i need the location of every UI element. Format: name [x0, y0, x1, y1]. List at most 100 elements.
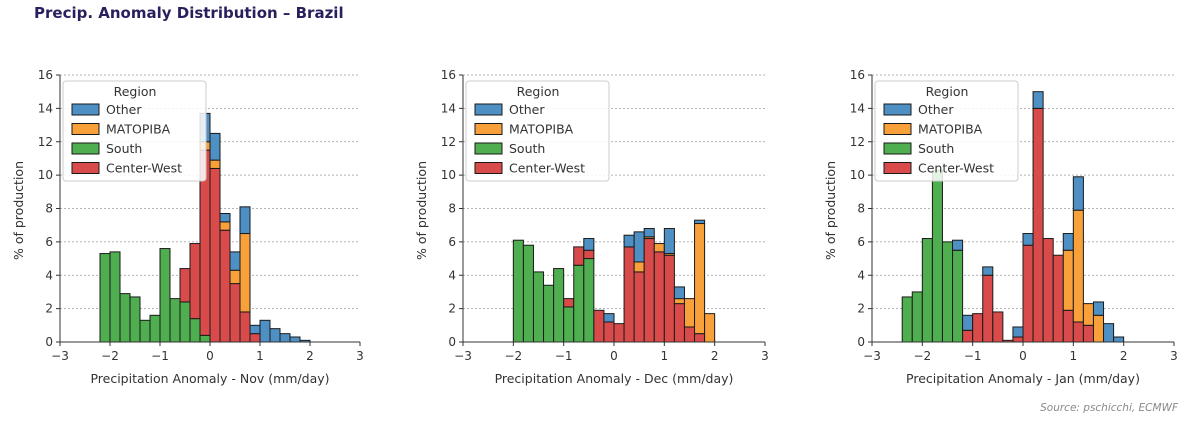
y-tick-label: 0	[45, 335, 53, 349]
x-tick-label: 3	[761, 349, 769, 363]
bar-center-west	[972, 313, 984, 343]
bar-other	[603, 313, 615, 323]
bar-center-west	[694, 333, 706, 343]
legend-title: Region	[517, 84, 560, 99]
bar-center-west	[1072, 321, 1084, 343]
bar-south	[931, 169, 943, 343]
bar-south	[179, 301, 191, 343]
bar-south	[169, 298, 181, 343]
bar-south	[199, 334, 211, 343]
legend-label: MATOPIBA	[106, 122, 171, 137]
x-tick-label: −2	[504, 349, 522, 363]
bar-matopiba	[704, 313, 716, 343]
bar-other	[694, 219, 706, 225]
legend-swatch	[71, 142, 100, 155]
x-tick-label: −2	[101, 349, 119, 363]
bar-south	[543, 284, 555, 343]
legend-label: Center-West	[106, 161, 182, 176]
bar-center-west	[189, 243, 201, 320]
x-tick-label: 0	[610, 349, 618, 363]
bar-south	[189, 318, 201, 343]
bar-matopiba	[683, 298, 696, 328]
bar-south	[911, 291, 923, 343]
legend-label: South	[106, 141, 142, 156]
bar-south	[512, 239, 524, 343]
bar-center-west	[593, 309, 605, 343]
y-tick-label: 8	[45, 202, 53, 216]
x-tick-label: −3	[863, 349, 881, 363]
legend-title: Region	[114, 84, 157, 99]
y-tick-label: 2	[857, 302, 865, 316]
bar-center-west	[563, 298, 575, 308]
bar-other	[1072, 176, 1084, 211]
bar-south	[99, 253, 111, 343]
x-tick-label: 2	[711, 349, 719, 363]
bar-other	[1103, 323, 1115, 343]
bar-matopiba	[673, 298, 685, 305]
y-tick-label: 6	[448, 235, 456, 249]
bar-center-west	[1062, 309, 1074, 343]
legend-title: Region	[926, 84, 969, 99]
bar-other	[259, 319, 271, 343]
bar-south	[553, 268, 565, 343]
x-tick-label: 2	[1120, 349, 1128, 363]
bar-center-west	[992, 311, 1004, 343]
bar-south	[573, 264, 585, 343]
bar-center-west	[179, 268, 191, 303]
bar-south	[522, 244, 534, 343]
legend-label: Center-West	[509, 161, 585, 176]
bar-center-west	[633, 271, 645, 343]
legend-swatch	[883, 142, 912, 155]
bar-matopiba	[1062, 249, 1074, 311]
y-tick-label: 14	[850, 101, 865, 115]
y-axis-label: % of production	[414, 161, 429, 260]
bar-center-west	[673, 303, 685, 343]
y-tick-label: 4	[45, 268, 53, 282]
y-tick-label: 2	[448, 302, 456, 316]
bar-south	[921, 238, 933, 343]
bar-center-west	[573, 246, 585, 266]
y-tick-label: 0	[857, 335, 865, 349]
bar-center-west	[1082, 324, 1094, 343]
bar-other	[583, 238, 595, 251]
x-tick-label: 1	[256, 349, 264, 363]
legend-swatch	[474, 103, 503, 116]
legend-swatch	[883, 123, 912, 135]
x-tick-label: −1	[555, 349, 573, 363]
bar-south	[149, 314, 161, 343]
legend-label: South	[509, 141, 545, 156]
y-tick-label: 12	[441, 135, 456, 149]
x-tick-label: 1	[1070, 349, 1078, 363]
bar-center-west	[613, 323, 625, 343]
y-tick-label: 12	[850, 135, 865, 149]
x-tick-label: 1	[661, 349, 669, 363]
y-tick-label: 8	[857, 202, 865, 216]
bar-center-west	[623, 246, 635, 343]
legend-swatch	[883, 162, 912, 174]
bar-center-west	[683, 326, 696, 343]
x-axis-label: Precipitation Anomaly - Dec (mm/day)	[495, 371, 734, 386]
y-axis-label: % of production	[11, 161, 26, 260]
bar-center-west	[209, 167, 221, 343]
y-axis-label: % of production	[823, 161, 838, 260]
bar-other	[279, 333, 291, 343]
bar-other	[962, 314, 974, 331]
legend-label: MATOPIBA	[509, 122, 574, 137]
bar-matopiba	[653, 243, 665, 253]
y-tick-label: 0	[448, 335, 456, 349]
legend-label: Other	[106, 102, 142, 117]
legend-swatch	[474, 142, 503, 155]
y-tick-label: 14	[441, 101, 456, 115]
source-note: Source: pschicchi, ECMWF	[1040, 402, 1178, 414]
x-tick-label: 0	[206, 349, 214, 363]
x-axis-label: Precipitation Anomaly - Jan (mm/day)	[906, 371, 1140, 386]
bar-center-west	[583, 249, 595, 260]
x-tick-label: 0	[1019, 349, 1027, 363]
page-title: Precip. Anomaly Distribution – Brazil	[34, 4, 344, 22]
bar-other	[982, 266, 994, 276]
legend-label: Other	[918, 102, 954, 117]
bar-matopiba	[1092, 314, 1105, 343]
